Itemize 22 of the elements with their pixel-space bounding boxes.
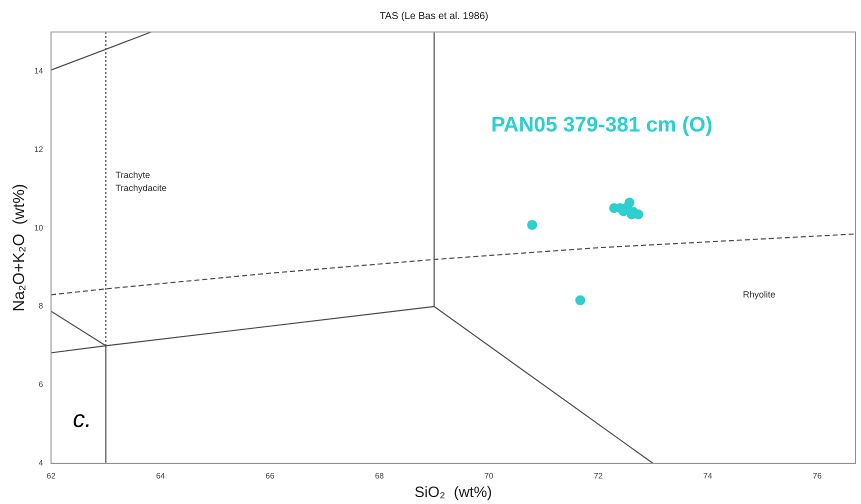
y-tick-label: 10 xyxy=(34,223,44,232)
x-tick-label: 62 xyxy=(46,471,56,480)
y-tick-label: 12 xyxy=(34,144,44,154)
x-tick-label: 66 xyxy=(266,471,275,480)
y-tick-label: 8 xyxy=(38,302,44,311)
chart-title: TAS (Le Bas et al. 1986) xyxy=(380,10,488,22)
annotation: Rhyolite xyxy=(742,290,776,300)
x-tick-label: 74 xyxy=(703,471,713,480)
x-tick-label: 68 xyxy=(374,471,384,480)
annotation: Trachyte xyxy=(115,170,150,180)
y-tick-label: 6 xyxy=(38,380,44,390)
y-axis-title: Na₂O+K₂O (wt%) xyxy=(11,184,28,312)
x-tick-label: 72 xyxy=(594,471,604,480)
y-tick-label: 4 xyxy=(38,458,44,468)
y-tick-label: 14 xyxy=(34,66,44,76)
x-axis-title: SiO₂ (wt%) xyxy=(414,484,492,502)
text: PAN05 379-381 cm (O) xyxy=(491,113,712,136)
x-tick-label: 76 xyxy=(812,471,822,480)
annotation: Trachydacite xyxy=(115,183,167,194)
x-tick-label: 70 xyxy=(484,471,494,480)
annotation: c. xyxy=(72,406,92,433)
x-tick-label: 64 xyxy=(156,471,166,480)
